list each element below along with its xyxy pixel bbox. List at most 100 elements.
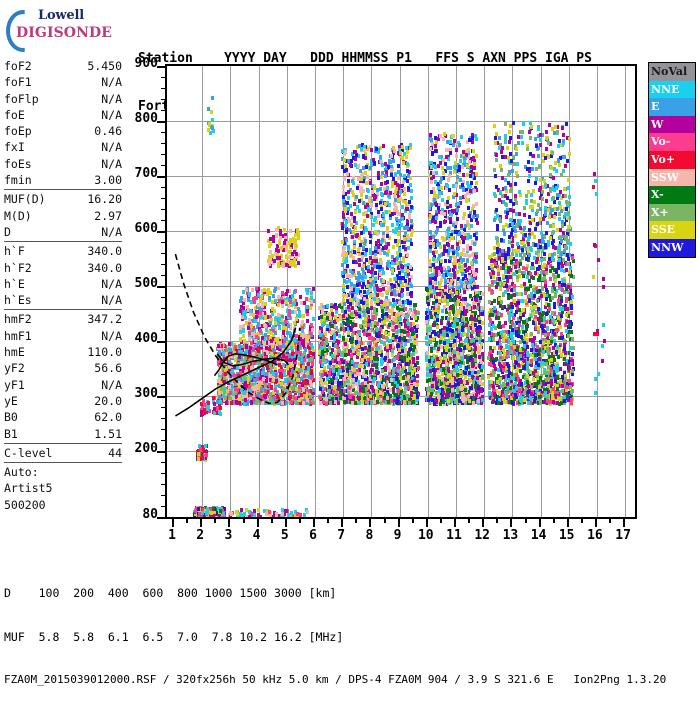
param-row-md: M(D) 2.97 [4, 208, 122, 224]
echo-point [214, 515, 218, 517]
param-key: foE [4, 107, 25, 122]
echo-point [291, 348, 294, 353]
echo-point [285, 395, 289, 400]
echo-point [202, 411, 206, 415]
echo-point [239, 508, 243, 513]
param-key: h`F [4, 244, 25, 259]
echo-point [242, 512, 246, 517]
echo-point [200, 510, 204, 515]
echo-point [238, 368, 242, 373]
param-value: 1.51 [94, 426, 122, 441]
param-row-mufd: MUF(D) 16.20 [4, 191, 122, 207]
echo-point [290, 510, 294, 515]
param-row-foflp: foFlp N/A [4, 91, 122, 107]
param-value: N/A [101, 328, 122, 343]
echo-point [256, 360, 260, 365]
echo-point [273, 381, 277, 386]
param-divider [4, 309, 122, 311]
echo-point [254, 382, 258, 387]
param-row-foep: foEp 0.46 [4, 123, 122, 139]
param-key: hmE [4, 345, 25, 360]
echo-point [293, 510, 297, 515]
gridline-horizontal [167, 451, 635, 452]
echo-point [201, 508, 205, 513]
param-value: 56.6 [94, 361, 122, 376]
param-key: M(D) [4, 208, 32, 223]
echo-point [216, 406, 220, 411]
echo-point [220, 513, 223, 517]
echo-point [257, 342, 261, 347]
echo-point [203, 449, 207, 454]
echo-point [225, 344, 229, 349]
param-divider [4, 462, 122, 464]
echo-point [223, 515, 227, 517]
echo-point [294, 390, 298, 395]
echo-point [276, 361, 280, 366]
echo-point [298, 513, 302, 517]
echo-point [244, 507, 248, 512]
echo-point [206, 407, 210, 412]
param-value: N/A [101, 75, 122, 90]
echo-point [205, 506, 209, 511]
ionogram-plot[interactable] [165, 64, 637, 519]
echo-point [202, 399, 205, 404]
echo-point [289, 513, 293, 517]
echo-point [200, 513, 204, 517]
gridline-horizontal [167, 231, 635, 232]
echo-point [218, 405, 222, 410]
param-row-hf: h`F 340.0 [4, 243, 122, 259]
echo-point [237, 511, 241, 516]
echo-point [239, 512, 243, 517]
echo-point [213, 407, 217, 412]
echo-point [200, 410, 204, 415]
echo-point [248, 509, 252, 514]
echo-point [257, 513, 261, 517]
echo-point [193, 515, 196, 517]
echo-point [216, 511, 220, 516]
param-row-ye: yE 20.0 [4, 393, 122, 409]
echo-point [275, 392, 279, 397]
param-row-hmf1: hmF1 N/A [4, 328, 122, 344]
param-row-d: D N/A [4, 224, 122, 240]
station-header-labels: Station YYYY DAY DDD HHMMSS P1 FFS S AXN… [138, 51, 592, 66]
param-divider [4, 241, 122, 243]
echo-point [248, 512, 252, 517]
param-divider [4, 442, 122, 444]
echo-point [235, 391, 239, 396]
echo-point [305, 510, 309, 515]
echo-point [229, 511, 233, 516]
echo-point [269, 377, 273, 382]
param-row-b0: B0 62.0 [4, 409, 122, 425]
param-row-foe: foE N/A [4, 107, 122, 123]
echo-point [219, 506, 223, 511]
echo-point [292, 513, 295, 517]
echo-point [217, 410, 221, 414]
param-value: 110.0 [87, 345, 122, 360]
echo-point [200, 401, 204, 406]
echo-point [202, 402, 206, 407]
ionospheric-parameters-panel: foF2 5.450 foF1 N/A foFlp N/A foE N/A foEp 0.46 fx… [4, 58, 122, 513]
echo-point [297, 511, 301, 516]
gridline-horizontal [167, 121, 635, 122]
echo-point [204, 456, 208, 460]
echo-point [198, 511, 202, 516]
logo-arc-icon [6, 10, 25, 52]
param-row-clevel: C-level 44 [4, 445, 122, 461]
logo-lowell-text: Lowell [38, 8, 84, 23]
echo-point [252, 509, 256, 514]
param-row-hf2: h`F2 340.0 [4, 260, 122, 276]
echo-point [302, 512, 306, 517]
param-key: foF1 [4, 75, 32, 90]
echo-point [201, 405, 205, 410]
param-key: h`Es [4, 293, 32, 308]
echo-point [278, 368, 282, 373]
param-key: yF2 [4, 361, 25, 376]
echo-point [279, 365, 283, 370]
echo-point [220, 515, 223, 517]
param-row-fof1: foF1 N/A [4, 74, 122, 90]
echo-point [194, 508, 197, 513]
param-key: B1 [4, 426, 18, 441]
echo-point [213, 510, 217, 515]
echo-point [274, 367, 278, 372]
param-key: h`F2 [4, 260, 32, 275]
